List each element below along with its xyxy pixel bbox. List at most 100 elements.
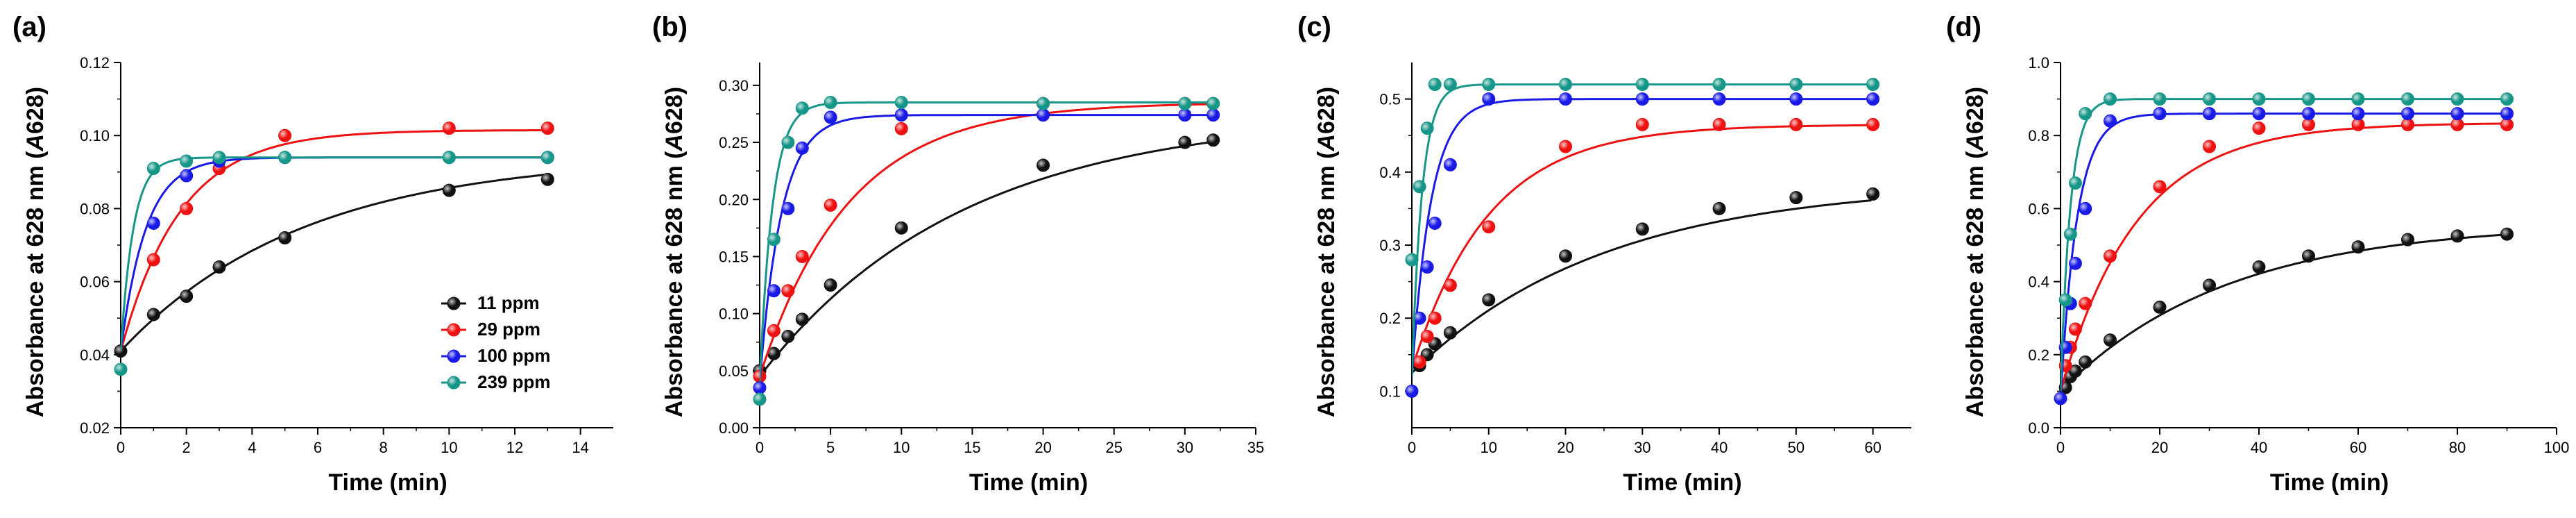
data-point [1482, 78, 1496, 92]
data-point [278, 128, 292, 142]
data-point [2104, 249, 2117, 263]
y-tick-label: 0.2 [1379, 310, 1401, 327]
y-tick-label: 0.6 [2028, 200, 2049, 217]
fit-curve-29-ppm [2061, 122, 2507, 392]
data-point [1405, 253, 1419, 267]
data-point [1037, 97, 1050, 110]
data-point [2302, 107, 2315, 121]
panel-label: (c) [1297, 12, 1331, 42]
data-point [1789, 191, 1803, 205]
x-tick-label: 50 [1788, 439, 1805, 456]
data-point [278, 151, 292, 165]
data-point [2351, 107, 2365, 121]
panel-label: (b) [652, 12, 688, 42]
y-tick-label: 0.0 [2028, 419, 2049, 437]
data-point [824, 96, 837, 110]
panel-label: (d) [1946, 12, 1981, 42]
data-point [2203, 278, 2216, 292]
data-point [1206, 133, 1220, 147]
data-point [795, 141, 809, 155]
x-tick-label: 20 [1557, 439, 1573, 456]
data-point [2252, 92, 2266, 106]
data-point [146, 162, 160, 176]
data-point [1443, 158, 1457, 172]
data-point [781, 135, 795, 149]
x-tick-label: 0 [2056, 439, 2065, 456]
data-point [114, 362, 128, 376]
y-tick-label: 0.2 [2028, 346, 2049, 364]
x-tick-label: 15 [964, 439, 980, 456]
x-tick-label: 5 [826, 439, 835, 456]
data-point [1635, 78, 1649, 92]
data-point [2450, 229, 2464, 243]
y-tick-label: 0.20 [719, 191, 749, 208]
fit-curve-29-ppm [760, 103, 1211, 377]
data-point [180, 169, 194, 183]
y-tick-label: 1.0 [2028, 54, 2049, 72]
data-point [1443, 78, 1457, 92]
data-point [1178, 97, 1192, 110]
data-point [1443, 326, 1457, 340]
data-point [824, 198, 837, 212]
data-point [540, 172, 554, 186]
data-point [2203, 140, 2216, 153]
x-tick-label: 30 [1634, 439, 1650, 456]
data-point [1037, 108, 1050, 122]
data-point [2054, 392, 2067, 406]
fit-curve-100-ppm [1412, 98, 1872, 377]
data-point [795, 101, 809, 115]
data-point [1482, 220, 1496, 234]
data-point [1420, 330, 1434, 343]
data-point [1443, 278, 1457, 292]
data-point [894, 221, 908, 235]
data-point [1635, 117, 1649, 131]
data-point [767, 233, 781, 247]
data-point [1413, 180, 1426, 194]
data-point [2104, 92, 2117, 106]
legend: 11 ppm 29 ppm 100 ppm 239 ppm [433, 290, 572, 409]
data-point [1866, 78, 1880, 92]
x-tick-label: 60 [1864, 439, 1881, 456]
x-tick-label: 20 [1034, 439, 1051, 456]
data-point [146, 308, 160, 321]
y-tick-label: 0.10 [80, 127, 110, 144]
x-axis-title: Time (min) [969, 469, 1088, 496]
data-point [767, 284, 781, 298]
data-point [1559, 140, 1573, 153]
data-point [1420, 122, 1434, 135]
y-tick-label: 0.12 [80, 54, 110, 72]
data-point [2063, 227, 2077, 241]
x-tick-label: 40 [2251, 439, 2267, 456]
fit-curve-29-ppm [121, 129, 547, 351]
x-tick-label: 4 [248, 439, 256, 456]
data-point [146, 253, 160, 267]
x-tick-label: 40 [1711, 439, 1728, 456]
x-tick-label: 80 [2449, 439, 2466, 456]
data-point [1206, 108, 1220, 122]
data-point [1482, 293, 1496, 307]
panel-1: (a) 0 2 4 6 8 10 12 14 0.02 0.04 0.06 0.08 0.10 0.12 Ti… [12, 12, 613, 496]
data-point [1866, 117, 1880, 131]
data-point [540, 122, 554, 135]
data-point [2401, 92, 2414, 106]
data-point [2203, 92, 2216, 106]
data-point [1712, 92, 1726, 106]
legend-label: 239 ppm [477, 371, 551, 392]
data-point [824, 110, 837, 124]
x-tick-label: 10 [441, 439, 457, 456]
legend-label: 11 ppm [477, 292, 540, 313]
data-point [2153, 300, 2167, 314]
data-point [894, 96, 908, 110]
data-point [767, 324, 781, 337]
y-tick-label: 0.1 [1379, 383, 1401, 400]
data-point [2401, 233, 2414, 247]
data-point [442, 151, 456, 165]
data-point [2252, 107, 2266, 121]
data-point [2079, 107, 2092, 121]
x-tick-label: 60 [2350, 439, 2366, 456]
y-axis-title: Absorbance at 628 nm (A628) [661, 87, 688, 417]
data-point [2351, 92, 2365, 106]
x-tick-label: 35 [1247, 439, 1264, 456]
data-point [781, 201, 795, 215]
